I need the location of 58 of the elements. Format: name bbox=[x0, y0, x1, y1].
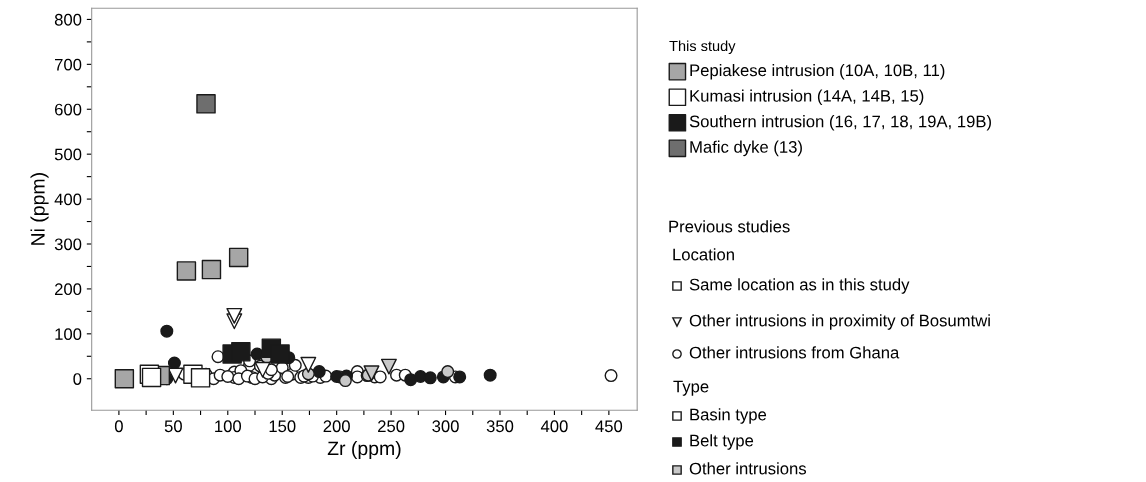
text: Other intrusions in proximity of Bosumtwi bbox=[689, 314, 990, 330]
y-tick-label: 300 bbox=[54, 238, 82, 251]
point bbox=[254, 361, 271, 378]
point bbox=[300, 356, 317, 373]
legend-label: Kumasi intrusion (14A, 14B, 15) bbox=[690, 89, 924, 106]
point bbox=[231, 342, 251, 362]
y-tick-label: 800 bbox=[54, 13, 82, 26]
y-tick-label: 500 bbox=[54, 148, 82, 161]
text: Type bbox=[673, 380, 709, 396]
point bbox=[176, 261, 197, 281]
point bbox=[380, 358, 397, 375]
x-tick-label: 200 bbox=[323, 420, 350, 433]
point bbox=[338, 374, 352, 388]
legend-label: Pepiakese intrusion (10A, 10B, 11) bbox=[690, 64, 945, 80]
y-tick-label: 700 bbox=[55, 58, 82, 71]
legend-label: Mafic dyke (13) bbox=[690, 140, 802, 157]
x-tick-label: 350 bbox=[486, 420, 514, 433]
x-tick-label: 0 bbox=[114, 420, 123, 433]
x-tick-label: 150 bbox=[269, 420, 296, 433]
point bbox=[167, 356, 181, 370]
point bbox=[441, 365, 455, 379]
point bbox=[226, 307, 243, 324]
y-tick-label: 200 bbox=[54, 283, 82, 296]
text: Belt type bbox=[690, 434, 754, 450]
point bbox=[228, 247, 249, 268]
legend-label: Southern intrusion (16, 17, 18, 19A, 19B) bbox=[689, 115, 991, 131]
x-tick-label: 450 bbox=[595, 420, 623, 433]
text: Same location as in this study bbox=[689, 278, 910, 294]
x-axis-title: Zr (ppm) bbox=[327, 441, 401, 460]
y-axis-title: Ni (ppm) bbox=[30, 173, 49, 245]
point bbox=[312, 365, 326, 379]
point bbox=[190, 368, 211, 388]
y-tick-label: 400 bbox=[54, 193, 82, 206]
point bbox=[604, 369, 618, 383]
text: Other intrusions bbox=[689, 462, 807, 475]
y-tick-label: 100 bbox=[55, 328, 82, 341]
point bbox=[160, 324, 174, 338]
x-tick-label: 100 bbox=[215, 420, 242, 433]
text: Basin type bbox=[690, 408, 767, 424]
point bbox=[413, 369, 428, 384]
point bbox=[221, 369, 235, 384]
point bbox=[453, 370, 467, 384]
text: Other intrusions from Ghana bbox=[689, 346, 900, 359]
point bbox=[114, 368, 135, 389]
x-tick-label: 400 bbox=[540, 420, 568, 433]
point bbox=[201, 259, 222, 280]
x-tick-label: 300 bbox=[432, 420, 459, 433]
x-tick-label: 250 bbox=[378, 420, 405, 433]
legend-title: This study bbox=[669, 40, 736, 54]
y-tick-label: 0 bbox=[73, 373, 82, 385]
point bbox=[270, 344, 290, 364]
x-tick-label: 50 bbox=[164, 420, 182, 433]
point bbox=[423, 371, 437, 385]
point bbox=[483, 368, 497, 382]
text: Previous studies bbox=[669, 220, 790, 233]
point bbox=[196, 94, 216, 114]
text: Location bbox=[673, 248, 734, 261]
y-tick-label: 600 bbox=[55, 103, 82, 116]
